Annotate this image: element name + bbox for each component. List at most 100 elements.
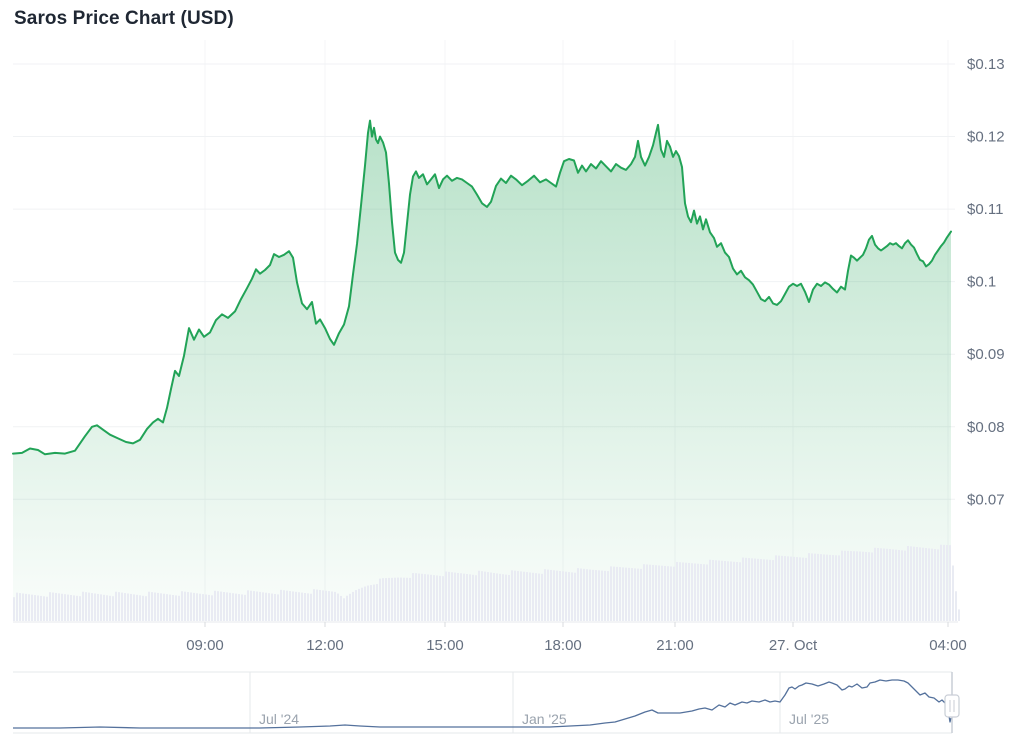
volume-bar	[589, 569, 591, 621]
volume-bar	[628, 567, 630, 621]
volume-bar	[715, 560, 717, 621]
volume-bar	[289, 591, 291, 621]
volume-bar	[514, 570, 516, 621]
volume-bar	[319, 589, 321, 621]
volume-bar	[40, 595, 42, 621]
volume-bar	[355, 590, 357, 621]
volume-bar	[754, 558, 756, 621]
volume-bar	[337, 593, 339, 621]
volume-bar	[937, 549, 939, 621]
volume-bar	[865, 551, 867, 621]
volume-bar	[226, 592, 228, 621]
x-axis-label: 27. Oct	[769, 637, 818, 654]
volume-bar	[274, 593, 276, 621]
volume-bar	[940, 544, 942, 621]
volume-bar	[112, 596, 114, 621]
volume-bar	[484, 571, 486, 621]
volume-bar	[187, 592, 189, 621]
volume-bar	[265, 592, 267, 621]
volume-bar	[886, 548, 888, 621]
navigator-handle[interactable]	[944, 694, 960, 718]
volume-bar	[199, 593, 201, 621]
volume-bar	[52, 592, 54, 621]
volume-bar	[418, 573, 420, 621]
volume-bar	[124, 593, 126, 621]
volume-bar	[934, 548, 936, 621]
volume-bar	[793, 556, 795, 621]
volume-bar	[913, 546, 915, 621]
volume-bar	[349, 593, 351, 621]
volume-bar	[838, 555, 840, 621]
volume-bar	[310, 593, 312, 621]
volume-bar	[151, 592, 153, 621]
volume-bar	[805, 557, 807, 621]
volume-bar	[301, 592, 303, 621]
volume-bar	[415, 573, 417, 621]
volume-bar	[238, 594, 240, 621]
volume-bar	[631, 568, 633, 621]
volume-bar	[856, 551, 858, 621]
volume-bar	[769, 559, 771, 621]
volume-bar	[760, 559, 762, 621]
volume-bar	[868, 552, 870, 621]
volume-bar	[487, 572, 489, 621]
y-axis-label: $0.12	[967, 129, 1005, 146]
volume-bar	[304, 592, 306, 621]
volume-bar	[538, 573, 540, 621]
volume-bar	[370, 585, 372, 621]
navigator-track[interactable]	[13, 672, 952, 733]
volume-bar	[388, 577, 390, 621]
volume-bar	[244, 594, 246, 621]
volume-bar	[817, 553, 819, 621]
volume-bar	[607, 571, 609, 621]
volume-bar	[943, 544, 945, 621]
volume-bar	[592, 569, 594, 621]
volume-bar	[496, 573, 498, 621]
volume-bar	[259, 591, 261, 621]
volume-bar	[811, 553, 813, 621]
volume-bar	[94, 593, 96, 621]
volume-bar	[808, 553, 810, 621]
volume-bar	[166, 594, 168, 621]
volume-bar	[667, 566, 669, 621]
volume-bar	[550, 569, 552, 621]
volume-bar	[343, 598, 345, 621]
volume-bar	[892, 549, 894, 621]
volume-bar	[205, 594, 207, 621]
volume-bar	[286, 590, 288, 621]
volume-bar	[253, 591, 255, 621]
volume-bar	[574, 572, 576, 621]
volume-bar	[553, 570, 555, 621]
volume-bar	[535, 573, 537, 621]
volume-bar	[505, 574, 507, 621]
volume-bar	[283, 590, 285, 621]
x-axis-label: 04:00	[929, 637, 967, 654]
volume-bar	[586, 569, 588, 621]
volume-bar	[802, 557, 804, 621]
navigator-label: Jan '25	[522, 711, 567, 727]
volume-bar	[142, 595, 144, 621]
volume-bar	[958, 609, 960, 621]
volume-bar	[952, 565, 954, 621]
volume-bar	[850, 551, 852, 621]
volume-bar	[181, 591, 183, 621]
price-chart-plot[interactable]	[13, 36, 951, 621]
volume-bar	[652, 564, 654, 621]
volume-bar	[433, 575, 435, 621]
volume-bar	[97, 593, 99, 621]
volume-bar	[541, 573, 543, 621]
volume-bar	[472, 574, 474, 621]
volume-bar	[883, 548, 885, 621]
volume-bar	[682, 562, 684, 621]
volume-bar	[796, 557, 798, 621]
volume-bar	[28, 594, 30, 621]
volume-bar	[706, 564, 708, 621]
volume-bar	[391, 577, 393, 621]
volume-bar	[730, 561, 732, 621]
volume-bar	[118, 592, 120, 621]
volume-bar	[565, 571, 567, 621]
volume-bar	[775, 555, 777, 621]
price-line-path	[12, 119, 952, 456]
volume-bar	[451, 572, 453, 621]
volume-bar	[172, 594, 174, 621]
